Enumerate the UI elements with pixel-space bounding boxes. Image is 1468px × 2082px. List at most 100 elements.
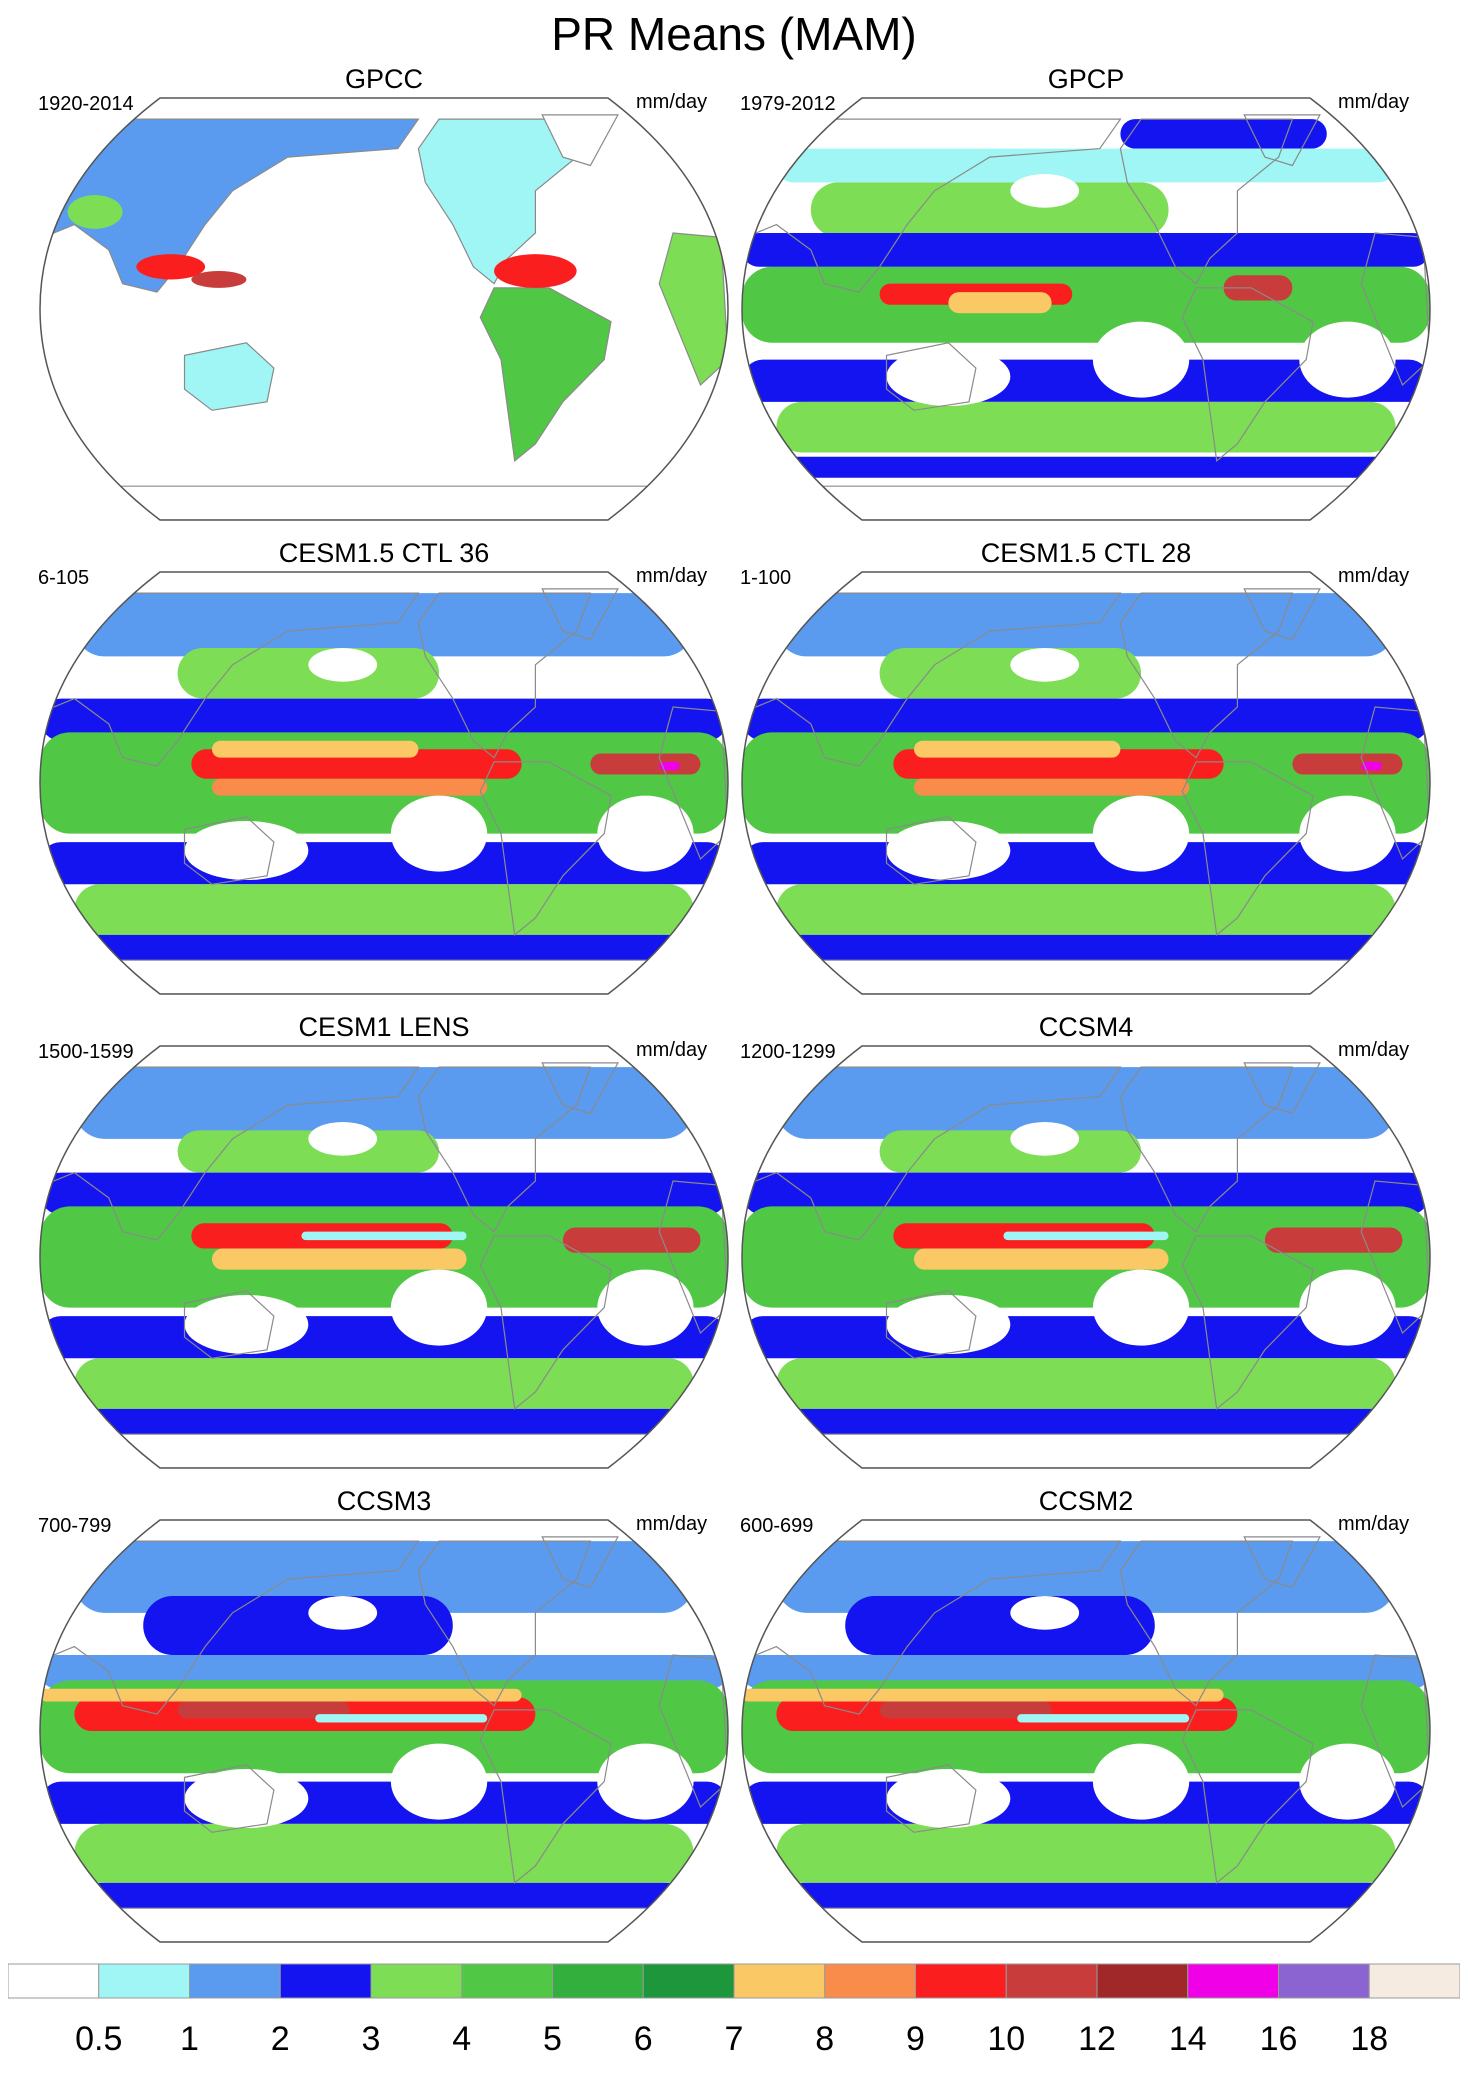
dry-zone <box>390 795 488 872</box>
coastline-asia <box>748 592 1122 767</box>
coastline-greenland <box>541 1062 619 1115</box>
dry-zone <box>886 1768 1011 1829</box>
precip-band <box>742 233 1430 267</box>
map-panel-gpcp: GPCP 1979-2012 mm/day <box>740 64 1431 521</box>
colorbar-swatch <box>1368 1963 1460 1999</box>
precip-band <box>810 182 1169 238</box>
coastline-americaN <box>417 592 592 759</box>
coastline-americaN <box>417 1066 592 1233</box>
precip-band <box>74 1823 694 1883</box>
coastline-australia <box>885 1764 977 1833</box>
coastline-australia <box>183 816 275 885</box>
colorbar-tick-label: 18 <box>1350 2020 1388 2058</box>
coastline-australia <box>885 816 977 885</box>
precip-band <box>914 740 1121 758</box>
dry-zone <box>390 1269 488 1346</box>
map-panel-ccsm3: CCSM3 700-799 mm/day <box>38 1486 729 1943</box>
panel-title: GPCP <box>1048 64 1125 94</box>
precip-band <box>845 1595 1155 1656</box>
dry-zone <box>1010 1595 1080 1630</box>
panel-units: mm/day <box>636 565 707 587</box>
precip-band <box>74 1358 694 1409</box>
precip-band <box>301 1231 467 1241</box>
dry-zone <box>597 1743 694 1820</box>
colorbar-tick-label: 5 <box>543 2020 562 2058</box>
precip-band <box>1120 119 1327 149</box>
precip-cell <box>67 195 123 229</box>
colorbar-swatch <box>1096 1963 1189 1999</box>
precip-band <box>776 401 1396 453</box>
dry-zone <box>390 1743 488 1820</box>
colorbar-swatch <box>915 1963 1007 1999</box>
precip-band <box>948 292 1052 314</box>
coastline-americaN <box>1119 1540 1294 1707</box>
coastline-asia <box>46 1066 420 1241</box>
dry-zone <box>1092 795 1190 872</box>
dry-zone <box>597 795 694 872</box>
coastline-australia <box>183 1764 275 1833</box>
precip-band <box>776 934 1396 961</box>
panel-period: 6-105 <box>38 567 89 589</box>
precip-band <box>742 1688 1224 1702</box>
map-frame <box>39 97 729 521</box>
coastline-americaS <box>1181 1709 1314 1885</box>
colorbar-tick-label: 9 <box>906 2020 925 2058</box>
precip-band <box>742 1172 1430 1215</box>
panel-units: mm/day <box>636 1039 707 1061</box>
dry-zone <box>184 1768 309 1829</box>
colorbar-swatch <box>279 1963 372 1999</box>
panel-period: 1920-2014 <box>38 93 134 115</box>
land-greenland <box>541 114 619 167</box>
colorbar-swatch <box>733 1963 826 1999</box>
precip-band <box>1292 753 1403 775</box>
precip-band <box>74 1541 694 1613</box>
dry-zone <box>1299 1269 1396 1346</box>
colorbar-swatch <box>1187 1963 1279 1999</box>
panel-period: 1200-1299 <box>740 1041 836 1063</box>
precip-band <box>914 778 1190 796</box>
dry-zone <box>1092 321 1190 398</box>
coastline-greenland <box>541 588 619 641</box>
precip-band <box>1264 1227 1403 1253</box>
precip-band <box>776 1408 1396 1435</box>
precip-band <box>776 1358 1396 1409</box>
colorbar-tick-label: 8 <box>815 2020 834 2058</box>
dry-zone <box>1299 795 1396 872</box>
coastline-greenland <box>1243 1062 1321 1115</box>
precip-band <box>212 740 419 758</box>
map-frame <box>741 1519 1431 1943</box>
precip-band <box>74 1067 694 1139</box>
precip-band <box>776 456 1396 478</box>
colorbar-tick-label: 14 <box>1169 2020 1207 2058</box>
coastline-asia <box>748 1066 1122 1241</box>
dry-zone <box>1092 1743 1190 1820</box>
colorbar-swatch <box>461 1963 553 1999</box>
coastline-americaS <box>479 1709 612 1885</box>
precip-band <box>659 761 680 771</box>
precip-band <box>776 1067 1396 1139</box>
dry-zone <box>1010 1121 1080 1156</box>
precip-band <box>590 753 701 775</box>
precip-band <box>776 148 1396 183</box>
coastline-greenland <box>1243 588 1321 641</box>
dry-zone <box>1010 647 1080 682</box>
dry-zone <box>308 1121 378 1156</box>
dry-zone <box>1010 173 1080 208</box>
colorbar-tick-label: 4 <box>452 2020 471 2058</box>
panel-period: 600-699 <box>740 1515 813 1537</box>
precip-band <box>879 1701 1052 1719</box>
coastline-asia <box>748 1540 1122 1715</box>
dry-zone <box>1092 1269 1190 1346</box>
panel-period: 700-799 <box>38 1515 111 1537</box>
precip-band <box>143 1595 453 1656</box>
colorbar-tick-label: 2 <box>271 2020 290 2058</box>
coastline-americaN <box>1119 1066 1294 1233</box>
map-frame <box>741 571 1431 995</box>
colorbar-tick-label: 1 <box>180 2020 199 2058</box>
precip-band <box>879 647 1142 699</box>
panel-title: CCSM2 <box>1039 1486 1134 1516</box>
coastline-australia <box>885 1290 977 1359</box>
coastline-americaN <box>417 1540 592 1707</box>
precip-band <box>776 1541 1396 1613</box>
colorbar-swatch <box>1005 1963 1098 1999</box>
